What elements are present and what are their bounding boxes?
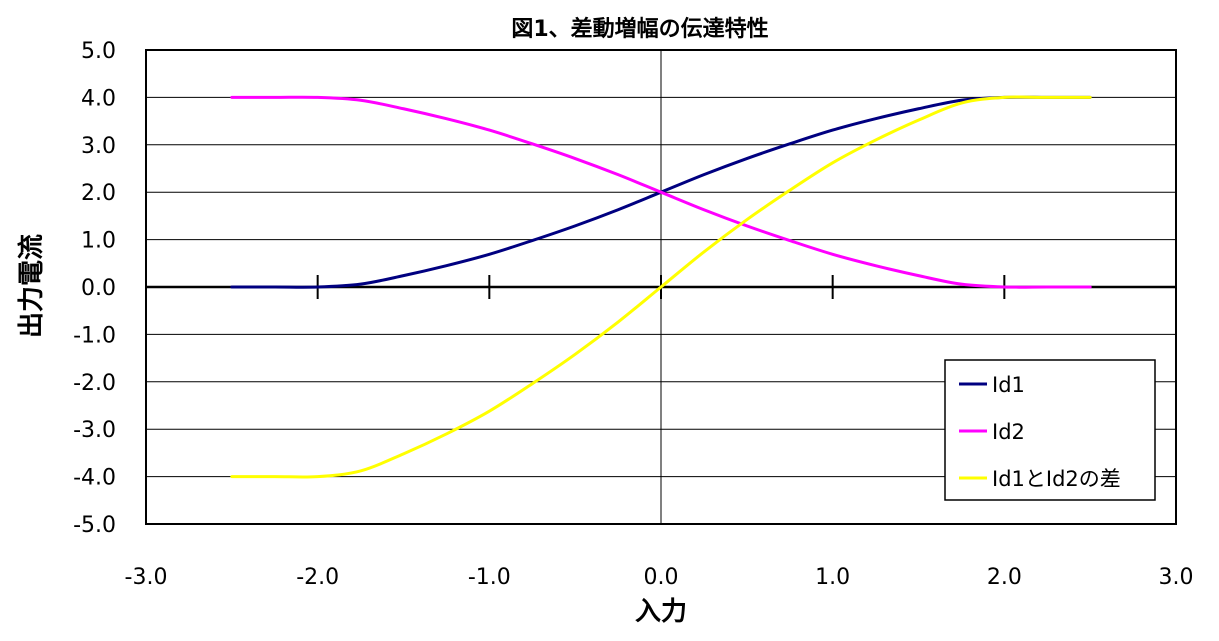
y-tick-label: -4.0 xyxy=(73,466,116,491)
y-tick-label: -2.0 xyxy=(73,371,116,396)
legend-entry-label: Id2 xyxy=(992,420,1025,444)
y-tick-label: 0.0 xyxy=(81,276,116,301)
y-tick-label: 2.0 xyxy=(81,181,116,206)
x-tick-label: -1.0 xyxy=(468,565,511,590)
x-axis-label: 入力 xyxy=(635,597,687,627)
series-line-2 xyxy=(230,95,1092,289)
legend-entry-label: Id1とId2の差 xyxy=(992,467,1121,491)
y-tick-label: -5.0 xyxy=(73,513,116,538)
x-tick-label: -2.0 xyxy=(296,565,339,590)
plot-area: 5.0 4.0 3.0 2.0 1.0 0.0 -1.0 -2.0 -3.0 -4.0 -5.0 -3… xyxy=(73,39,1193,590)
x-tick-label: -3.0 xyxy=(125,565,168,590)
legend: Id1 Id2 Id1とId2の差 xyxy=(944,359,1156,501)
y-tick-label: -1.0 xyxy=(73,323,116,348)
y-tick-label: 3.0 xyxy=(81,134,116,159)
x-tick-label: 1.0 xyxy=(815,565,850,590)
y-tick-label: 5.0 xyxy=(81,39,116,64)
y-tick-label: 1.0 xyxy=(81,229,116,254)
series-line-3 xyxy=(230,95,1092,479)
y-tick-label: -3.0 xyxy=(73,418,116,443)
chart-title: 図1、差動増幅の伝達特性 xyxy=(511,16,768,42)
y-tick-label: 4.0 xyxy=(81,86,116,111)
legend-entry-label: Id1 xyxy=(992,373,1025,397)
plot-border xyxy=(145,49,1177,525)
x-tick-label: 3.0 xyxy=(1159,565,1194,590)
x-tick-label: 2.0 xyxy=(987,565,1022,590)
x-tick-label: 0.0 xyxy=(644,565,679,590)
y-axis-label: 出力電流 xyxy=(17,234,47,338)
